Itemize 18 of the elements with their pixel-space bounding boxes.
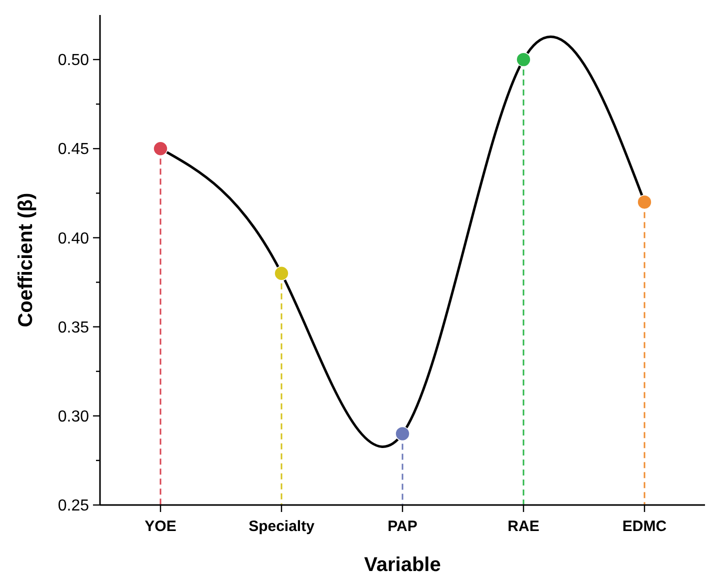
point <box>274 266 289 281</box>
point <box>395 426 410 442</box>
x-axis-title: Variable <box>364 554 441 576</box>
point <box>637 194 652 210</box>
y-tick-label: 0.50 <box>58 52 90 70</box>
y-axis-title: Coefficient (β) <box>15 192 37 328</box>
y-tick-label: 0.45 <box>58 141 90 158</box>
y-tick-label: 0.30 <box>58 408 90 426</box>
x-tick-label: Specialty <box>248 518 316 535</box>
x-tick-label: PAP <box>388 518 418 535</box>
point <box>153 141 168 156</box>
y-tick-label: 0.25 <box>58 498 90 515</box>
x-tick-label: YOE <box>144 518 176 535</box>
x-tick-label: EDMC <box>622 518 667 535</box>
y-tick-label: 0.35 <box>58 319 90 336</box>
y-tick-label: 0.40 <box>58 230 90 248</box>
x-tick-label: RAE <box>508 518 540 535</box>
point <box>516 52 531 67</box>
